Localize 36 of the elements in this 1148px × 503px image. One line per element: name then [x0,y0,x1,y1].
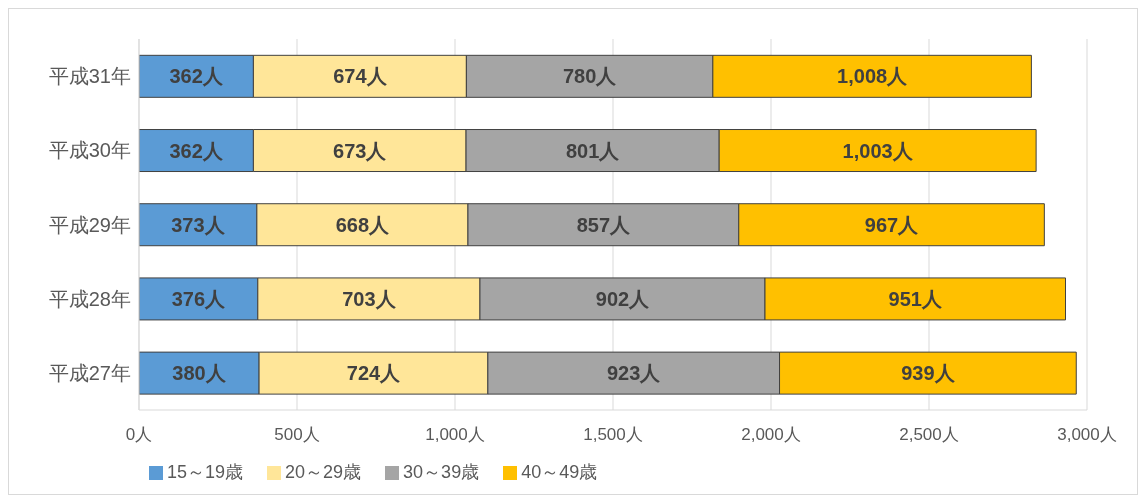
x-tick-label: 1,000人 [425,425,485,445]
data-label: 376人 [171,287,227,310]
x-tick-label: 500人 [274,425,320,445]
data-label: 923人 [607,362,662,385]
x-tick-label: 3,000人 [1057,425,1117,445]
data-label: 939人 [901,362,956,385]
data-label: 1,008人 [837,65,909,88]
data-label: 703人 [342,287,397,310]
data-label: 673人 [333,139,388,162]
legend-label: 15～19歳 [167,462,244,482]
x-tick-label: 2,500人 [899,425,959,445]
data-label: 1,003人 [842,139,914,162]
y-tick-label: 平成30年 [48,139,131,162]
data-label: 724人 [346,362,402,385]
data-label: 780人 [562,65,618,88]
data-label: 857人 [576,213,632,236]
x-tick-label: 1,500人 [583,425,643,445]
data-label: 674人 [333,65,388,88]
legend-label: 20～29歳 [285,462,362,482]
y-tick-label: 平成31年 [48,65,131,88]
y-tick-label: 平成29年 [48,213,131,236]
data-label: 362人 [169,139,224,162]
data-label: 801人 [565,139,621,162]
data-label: 902人 [595,287,651,310]
data-label: 380人 [172,362,227,385]
x-tick-label: 2,000人 [741,425,801,445]
y-tick-label: 平成28年 [48,287,131,310]
data-label: 373人 [171,213,226,236]
data-label: 668人 [335,213,391,236]
data-label: 951人 [888,287,943,310]
data-label: 362人 [169,65,224,88]
data-label: 967人 [864,213,920,236]
y-tick-label: 平成27年 [48,362,131,384]
legend-label: 30～39歳 [403,462,480,482]
legend-label: 40～49歳 [521,462,598,482]
x-tick-label: 0人 [125,425,153,445]
